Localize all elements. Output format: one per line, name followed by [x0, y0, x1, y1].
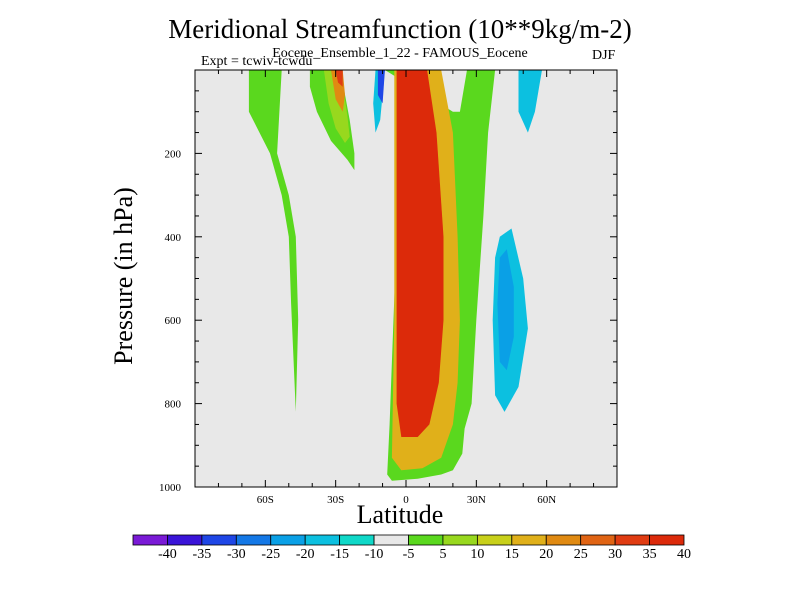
colorbar-swatch	[304, 534, 341, 546]
colorbar-swatch	[545, 534, 582, 546]
colorbar-swatch	[580, 534, 616, 546]
colorbar-label: 30	[608, 547, 622, 562]
contour-region	[396, 70, 444, 437]
colorbar-swatch	[235, 534, 272, 546]
x-axis-label: Latitude	[356, 500, 444, 529]
colorbar-swatch	[476, 534, 513, 546]
colorbar-label: -15	[330, 547, 349, 562]
y-tick-label: 400	[165, 232, 182, 244]
colorbar-label: -25	[261, 547, 280, 562]
x-tick-label: 30S	[327, 494, 344, 506]
colorbar-label: -40	[158, 547, 177, 562]
colorbar-swatch	[373, 534, 409, 546]
contour-region	[323, 70, 350, 143]
colorbar-swatch	[442, 534, 478, 546]
colorbar-swatch	[511, 534, 547, 546]
colorbar-label: 15	[505, 547, 519, 562]
y-tick-label: 800	[165, 399, 182, 411]
y-tick-label: 1000	[159, 482, 182, 494]
colorbar-label: 25	[574, 547, 588, 562]
colorbar-label: -30	[227, 547, 246, 562]
colorbar-swatch	[132, 534, 168, 546]
colorbar-label: 35	[643, 547, 657, 562]
colorbar-label: 5	[439, 547, 446, 562]
colorbar-label: 40	[677, 547, 691, 562]
colorbar-swatch	[270, 534, 306, 546]
chart-subtitle: Eocene_Ensemble_1_22 - FAMOUS_Eocene	[272, 46, 528, 61]
colorbar-swatch	[201, 534, 237, 546]
colorbar-swatch	[167, 534, 203, 546]
contour-region	[338, 70, 385, 400]
x-tick-label: 30N	[467, 494, 486, 506]
contour-region	[518, 70, 542, 133]
contour-region	[248, 70, 299, 412]
contour-region	[234, 224, 240, 371]
x-tick-label: 0	[403, 494, 409, 506]
contour-region	[335, 70, 343, 87]
colorbar-swatch	[339, 534, 375, 546]
experiment-label: Expt = tcwiv-tcwdu	[201, 54, 313, 69]
colorbar-swatch	[614, 534, 650, 546]
colorbar-label: -35	[193, 547, 212, 562]
colorbar-label: -5	[403, 547, 415, 562]
chart-title: Meridional Streamfunction (10**9kg/m-2)	[168, 14, 632, 44]
colorbar-swatch	[408, 534, 444, 546]
colorbar-label: 10	[470, 547, 484, 562]
contour-fill-group	[234, 70, 582, 481]
y-tick-label: 600	[165, 315, 182, 327]
x-tick-label: 60N	[537, 494, 556, 506]
x-tick-label: 60S	[257, 494, 274, 506]
colorbar-swatch	[649, 534, 685, 546]
season-label: DJF	[592, 48, 616, 63]
contour-region	[377, 70, 385, 104]
contour-region	[497, 249, 514, 371]
colorbar-label: -10	[365, 547, 384, 562]
y-tick-label: 200	[165, 148, 182, 160]
colorbar-label: 20	[539, 547, 553, 562]
colorbar-label: -20	[296, 547, 315, 562]
